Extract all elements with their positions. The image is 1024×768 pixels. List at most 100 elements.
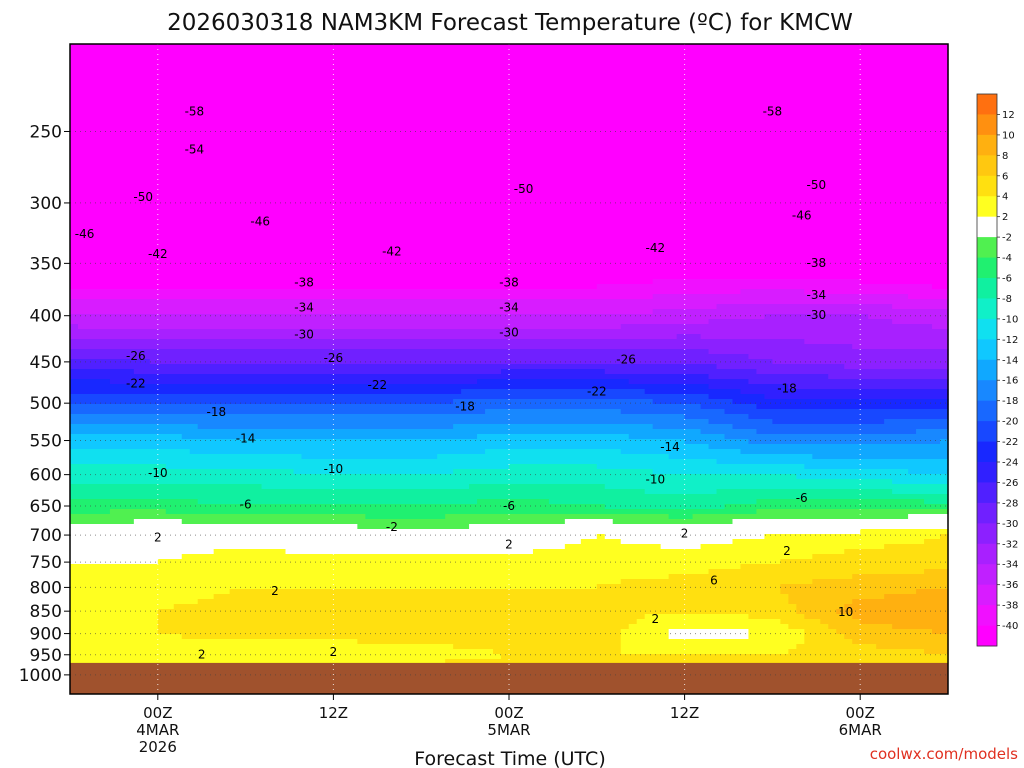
- contour-label: -6: [503, 499, 515, 513]
- contour-label: -50: [133, 190, 153, 204]
- contour-label: -38: [499, 276, 519, 290]
- contour-label: -42: [382, 245, 402, 259]
- contour-label: -58: [185, 105, 205, 119]
- colorbar-swatch: [977, 175, 997, 197]
- y-tick-label: 600: [30, 466, 62, 486]
- contour-label: -26: [126, 349, 146, 363]
- colorbar-swatch: [977, 359, 997, 381]
- y-tick-label: 800: [30, 578, 62, 598]
- contour-label: -38: [294, 276, 314, 290]
- contour-label: -6: [240, 497, 252, 511]
- colorbar-swatch: [977, 502, 997, 524]
- contour-label: -14: [660, 440, 680, 454]
- colorbar-swatch: [977, 462, 997, 483]
- colorbar-swatch: [977, 564, 997, 586]
- contour-label: 2: [681, 526, 689, 540]
- colorbar-swatch: [977, 114, 997, 136]
- contour-label: -10: [645, 472, 665, 486]
- contour-label: 2: [271, 584, 279, 598]
- colorbar-label: -18: [1002, 396, 1018, 407]
- contour-label: 2: [783, 544, 791, 558]
- colorbar-label: -16: [1002, 376, 1018, 387]
- colorbar-swatch: [977, 257, 997, 279]
- x-tick-label: 5MAR: [487, 721, 530, 739]
- x-tick-label: 00Z: [846, 704, 875, 722]
- contour-label: -34: [294, 300, 314, 314]
- colorbar-swatch: [977, 339, 997, 361]
- contour-label: -46: [250, 215, 270, 229]
- colorbar-label: 6: [1002, 171, 1008, 182]
- contour-label: -18: [777, 381, 797, 395]
- y-tick-label: 850: [30, 602, 62, 622]
- contour-label: 2: [505, 538, 513, 552]
- colorbar-label: 8: [1002, 151, 1008, 162]
- plot-area: -58 -58 -54 -50 -50 -50 -46 -46 -46 -42 -42 -42 -38 -…: [69, 43, 949, 695]
- x-tick-label: 12Z: [670, 704, 699, 722]
- colorbar-label: -12: [1002, 335, 1018, 346]
- contour-label: 6: [710, 574, 718, 588]
- contour-label: -18: [206, 405, 226, 419]
- colorbar-swatch: [977, 94, 997, 115]
- colorbar-label: -22: [1002, 437, 1018, 448]
- colorbar-label: 2: [1002, 212, 1008, 223]
- colorbar-swatch: [977, 400, 997, 422]
- colorbar-swatch: [977, 380, 997, 402]
- contour-label: -10: [148, 466, 168, 480]
- colorbar-label: 4: [1002, 192, 1008, 203]
- contour-label: -10: [324, 462, 344, 476]
- colorbar-swatch: [977, 134, 997, 156]
- colorbar-label: -4: [1002, 253, 1012, 264]
- contour-label: -50: [514, 182, 534, 196]
- colorbar-swatch: [977, 543, 997, 565]
- colorbar-label: -28: [1002, 498, 1018, 509]
- colorbar-swatch: [977, 196, 997, 218]
- x-tick-label: 00Z: [494, 704, 523, 722]
- colorbar-swatch: [977, 421, 997, 442]
- contour-label: 2: [198, 647, 206, 661]
- contour-label: -34: [806, 288, 826, 302]
- chart-title: 2026030318 NAM3KM Forecast Temperature (…: [167, 10, 853, 36]
- colorbar-label: -6: [1002, 274, 1012, 285]
- colorbar: -40-38-36-34-32-30-28-26-24-22-20-18-16-…: [976, 93, 1018, 647]
- contour-label: -22: [587, 385, 607, 399]
- colorbar-swatch: [977, 318, 997, 340]
- y-tick-label: 300: [30, 194, 62, 214]
- x-axis-label: Forecast Time (UTC): [414, 748, 605, 768]
- credit-text: coolwx.com/models: [870, 745, 1018, 763]
- x-tick-label: 6MAR: [839, 721, 882, 739]
- contour-label: -34: [499, 300, 519, 314]
- colorbar-swatch: [977, 523, 997, 545]
- colorbar-label: -30: [1002, 519, 1018, 530]
- colorbar-label: -34: [1002, 560, 1018, 571]
- colorbar-swatch: [977, 216, 997, 238]
- colorbar-label: -32: [1002, 539, 1018, 550]
- contour-label: -30: [499, 326, 519, 340]
- y-tick-label: 750: [30, 553, 62, 573]
- contour-label: -38: [806, 256, 826, 270]
- contour-label: 10: [838, 605, 853, 619]
- colorbar-label: 12: [1002, 110, 1015, 121]
- contour-label: -26: [324, 351, 344, 365]
- contour-label: -46: [792, 208, 812, 222]
- contour-label: -2: [386, 520, 398, 534]
- y-tick-label: 700: [30, 526, 62, 546]
- y-tick-label: 550: [30, 432, 62, 452]
- y-tick-label: 900: [30, 625, 62, 645]
- x-tick-label: 2026: [139, 738, 177, 756]
- y-tick-label: 350: [30, 254, 62, 274]
- colorbar-swatch: [977, 155, 997, 177]
- contour-label: 2: [651, 612, 659, 626]
- colorbar-label: -2: [1002, 233, 1012, 244]
- colorbar-label: -40: [1002, 621, 1018, 632]
- colorbar-label: -36: [1002, 580, 1018, 591]
- contour-label: -50: [806, 178, 826, 192]
- contour-label: -26: [616, 353, 636, 367]
- x-tick-label: 12Z: [319, 704, 348, 722]
- contour-label: -42: [148, 247, 168, 261]
- y-tick-label: 250: [30, 122, 62, 142]
- colorbar-label: -26: [1002, 478, 1018, 489]
- grid-lines: [70, 44, 948, 694]
- colorbar-label: -24: [1002, 458, 1018, 469]
- contour-label: -18: [455, 400, 475, 414]
